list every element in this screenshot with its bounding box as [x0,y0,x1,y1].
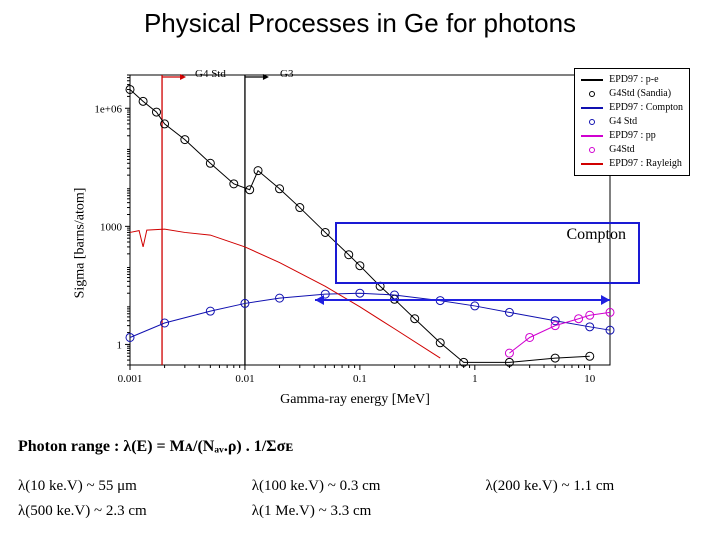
legend-swatch-line [581,135,603,137]
svg-text:1: 1 [472,373,478,385]
lambda-row-2: λ(500 ke.V) ~ 2.3 cm λ(1 Me.V) ~ 3.3 cm [18,503,716,520]
legend-swatch-circle [581,117,603,127]
legend-item: EPD97 : p-e [581,73,683,87]
legend-swatch-line [581,163,603,165]
legend-swatch-circle [581,145,603,155]
legend-item: EPD97 : Rayleigh [581,157,683,171]
legend-item: G4Std (Sandia) [581,87,683,101]
lambda-1mev: λ(1 Me.V) ~ 3.3 cm [252,503,482,520]
compton-label: Compton [566,226,626,244]
lambda-500kev: λ(500 ke.V) ~ 2.3 cm [18,503,248,520]
y-axis-label: Sigma [barns/atom] [72,188,88,299]
legend-label: EPD97 : p-e [609,73,658,87]
legend-item: EPD97 : pp [581,129,683,143]
legend-label: EPD97 : Rayleigh [609,157,682,171]
legend-swatch-line [581,79,603,81]
legend-item: G4Std [581,143,683,157]
annot-g3-label: G3 [280,68,293,80]
svg-text:10: 10 [584,373,596,385]
svg-text:0.1: 0.1 [353,373,367,385]
lambda-200kev: λ(200 ke.V) ~ 1.1 cm [486,478,716,495]
legend-label: G4Std (Sandia) [609,87,671,101]
compton-annotation-box: Compton [335,222,640,284]
lambda-10kev: λ(10 ke.V) ~ 55 μm [18,478,248,495]
legend-label: G4 Std [609,115,637,129]
legend-swatch-line [581,107,603,109]
legend-swatch-circle [581,89,603,99]
photon-range-formula: Photon range : λ(E) = Mᴀ/(Nₐᵥ.ρ) . 1/Σσᴇ [18,438,293,456]
legend-item: EPD97 : Compton [581,101,683,115]
chart-legend: EPD97 : p-eG4Std (Sandia)EPD97 : Compton… [574,68,690,176]
svg-text:1: 1 [117,339,123,351]
lambda-100kev: λ(100 ke.V) ~ 0.3 cm [252,478,482,495]
legend-label: EPD97 : pp [609,129,656,143]
legend-label: G4Std [609,143,635,157]
page-title: Physical Processes in Ge for photons [0,8,720,39]
lambda-row-1: λ(10 ke.V) ~ 55 μm λ(100 ke.V) ~ 0.3 cm … [18,478,716,495]
legend-item: G4 Std [581,115,683,129]
legend-label: EPD97 : Compton [609,101,683,115]
svg-text:1000: 1000 [100,221,123,233]
x-axis-label: Gamma-ray energy [MeV] [60,392,650,408]
svg-text:1e+06: 1e+06 [94,103,122,115]
annot-g4std-label: G4 Std [195,68,226,80]
svg-text:0.01: 0.01 [235,373,254,385]
svg-text:0.001: 0.001 [118,373,143,385]
